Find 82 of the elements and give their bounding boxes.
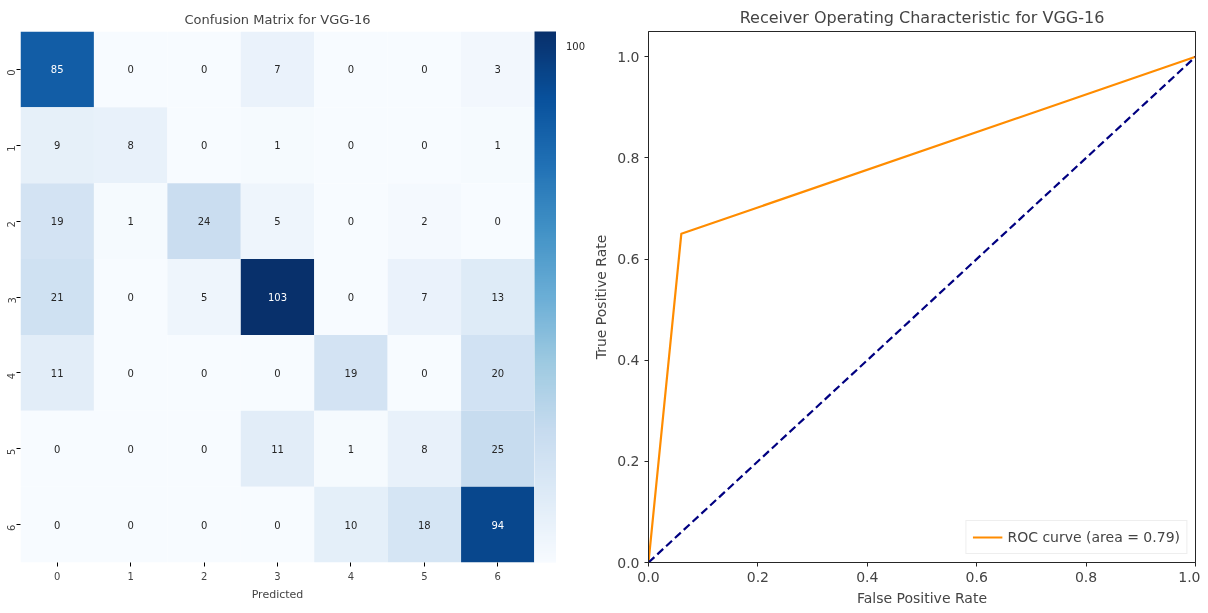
x-tick-label: 0: [54, 570, 61, 582]
data-label: 0: [274, 367, 281, 379]
data-label: 7: [274, 64, 281, 76]
data-label: 94: [491, 519, 505, 531]
data-label: 8: [127, 140, 134, 152]
data-label: 21: [50, 292, 64, 303]
data-label: 0: [421, 140, 428, 152]
y-tick-label: 1.0: [617, 48, 640, 65]
y-tick-label: 1: [6, 145, 18, 152]
x-tick-label: 0.2: [746, 568, 770, 585]
data-label: 0: [127, 64, 134, 76]
data-label: 0: [421, 64, 428, 76]
y-tick-label: 0.2: [617, 453, 640, 470]
y-tick-label: 5: [6, 448, 18, 456]
data-label: 103: [267, 292, 288, 303]
y-tick-label: 0: [6, 69, 18, 76]
data-label: 0: [127, 519, 134, 531]
y-tick-label: 4: [6, 372, 18, 380]
data-label: 0: [200, 519, 208, 531]
data-label: 0: [274, 519, 281, 531]
x-tick-label: 0.4: [856, 568, 879, 585]
data-label: 2: [421, 216, 428, 228]
data-label: 3: [494, 64, 501, 76]
data-label: 0: [347, 64, 355, 76]
x-tick-label: 3: [274, 570, 281, 582]
y-tick-label: 6: [6, 524, 18, 531]
chart-title: Receiver Operating Characteristic for VGG-16: [739, 7, 1105, 27]
y-tick-label: 2: [6, 221, 18, 228]
y-tick-label: 0.6: [617, 251, 640, 268]
data-label: 11: [50, 367, 64, 379]
data-label: 1: [274, 140, 281, 152]
data-label: 0: [127, 292, 134, 303]
x-axis-title: False Positive Rate: [856, 589, 988, 606]
data-label: 0: [127, 367, 134, 379]
data-label: 0: [200, 367, 208, 379]
data-label: 5: [200, 292, 208, 303]
x-tick-label: 4: [347, 570, 355, 582]
data-label: 19: [50, 216, 64, 228]
x-tick-label: 5: [421, 570, 428, 582]
data-label: 1: [127, 216, 134, 228]
data-label: 0: [54, 443, 61, 455]
data-label: 20: [491, 367, 505, 379]
y-tick-label: 0.4: [617, 352, 640, 369]
x-tick-label: 0.0: [637, 568, 660, 585]
data-label: 13: [491, 292, 505, 303]
x-tick-label: 6: [494, 570, 501, 582]
y-tick-label: 0.8: [617, 149, 640, 166]
data-label: 85: [50, 64, 64, 76]
y-tick-label: 3: [6, 296, 18, 304]
data-label: 0: [421, 367, 428, 379]
data-label: 10: [344, 519, 358, 531]
data-label: 5: [274, 216, 281, 228]
x-tick-label: 0.8: [1074, 568, 1098, 585]
text: 100: [566, 41, 586, 53]
data-label: 0: [347, 216, 355, 228]
data-label: 1: [347, 443, 355, 455]
x-tick-label: 2: [200, 570, 208, 582]
data-label: 24: [197, 216, 211, 228]
x-tick-label: 1.0: [1178, 568, 1201, 585]
data-label: 0: [54, 519, 61, 531]
data-label: 0: [347, 292, 355, 303]
data-label: 0: [127, 443, 134, 455]
data-label: 0: [494, 216, 501, 228]
legend-label: ROC curve (area = 0.79): [1007, 529, 1180, 545]
data-label: 8: [421, 443, 428, 455]
y-tick-label: 0.0: [617, 554, 640, 571]
x-tick-label: 1: [127, 570, 134, 582]
data-label: 25: [491, 443, 505, 455]
data-label: 0: [200, 64, 208, 76]
data-label: 9: [54, 140, 61, 152]
x-tick-label: 0.6: [965, 568, 988, 585]
data-label: 0: [200, 140, 208, 152]
data-label: 0: [200, 443, 208, 455]
data-label: 1: [494, 140, 501, 152]
y-axis-title: True Positive Rate: [593, 234, 610, 361]
data-label: 11: [271, 443, 284, 455]
data-label: 0: [347, 140, 355, 152]
data-label: 19: [344, 367, 358, 379]
x-axis-title: Predicted: [251, 587, 304, 601]
data-label: 18: [417, 519, 431, 531]
chart-title: Confusion Matrix for VGG-16: [184, 11, 371, 27]
data-label: 7: [421, 292, 428, 303]
